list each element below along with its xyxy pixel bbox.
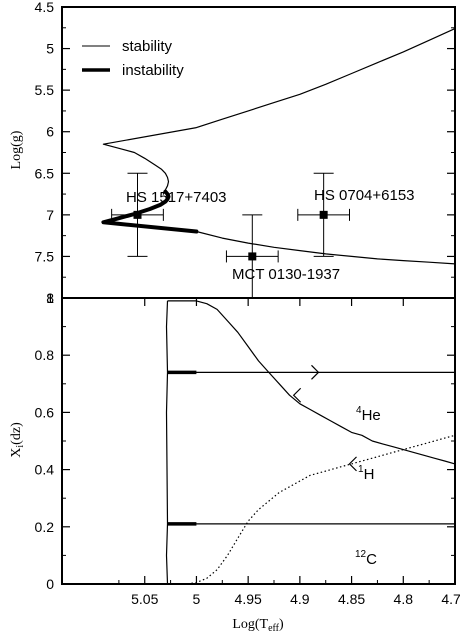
bottom-y-tick-label: 0.2	[35, 519, 55, 535]
top-y-tick-label: 8	[46, 290, 54, 306]
x-tick-label: 4.85	[338, 591, 365, 607]
top-y-tick-label: 7.5	[35, 248, 55, 264]
bottom-y-tick-label: 0	[46, 576, 54, 592]
x-tick-label: 4.95	[235, 591, 262, 607]
top-series-2-thick	[101, 189, 199, 234]
top-y-tick-label: 5.5	[35, 82, 55, 98]
bottom-y-tick-label: 0.4	[35, 462, 55, 478]
arrow-4he	[292, 387, 302, 403]
bottom-plot-frame	[61, 297, 456, 585]
top-y-axis: 4.5 5 5.5 6 6.5 7 7.5 8	[35, 0, 455, 306]
point-2-marker	[319, 210, 328, 219]
arrow-1h	[348, 456, 357, 472]
top-points-group	[111, 172, 351, 299]
annotation-1h: 1H	[358, 464, 374, 483]
legend-instability-label: instability	[122, 62, 184, 79]
bottom-y-axis-label: Xi(dz)	[9, 422, 26, 458]
x-tick-label: 5	[193, 591, 201, 607]
point-label-hs1517: HS 1517+7403	[126, 189, 227, 206]
x-tick-label: 4.8	[394, 591, 414, 607]
x-tick-label: 4.75	[441, 591, 460, 607]
bottom-y-tick-label: 1	[46, 290, 54, 306]
bottom-axes: 0 0.2 0.4 0.6 0.8 1 5.05 5 4.95 4.9 4.85 4.8 4.75	[35, 290, 460, 607]
top-y-axis-label: Log(g)	[9, 130, 24, 169]
annotation-4he: 4He	[356, 405, 381, 424]
annotation-12c: 12C	[355, 549, 377, 568]
bottom-series-group	[165, 300, 456, 585]
top-series-group	[101, 28, 456, 265]
top-series-1-thin	[195, 230, 456, 265]
bottom-series-left-edge	[165, 300, 169, 585]
point-0-marker	[133, 210, 142, 219]
point-label-hs0704: HS 0704+6153	[314, 187, 415, 204]
legend-stability-label: stability	[122, 38, 173, 55]
top-y-tick-label: 5	[46, 41, 54, 57]
arrow-he-level	[311, 364, 320, 380]
point-1-marker	[248, 252, 257, 261]
bottom-y-tick-label: 0.8	[35, 347, 55, 363]
top-series-0-thin	[102, 28, 456, 195]
top-plot-frame	[61, 6, 456, 299]
top-y-tick-label: 6.5	[35, 165, 55, 181]
bottom-y-tick-label: 0.6	[35, 404, 55, 420]
x-tick-label: 5.05	[131, 591, 158, 607]
top-y-tick-label: 6	[46, 124, 54, 140]
point-label-mct0130: MCT 0130-1937	[232, 266, 340, 283]
x-axis-label: Log(Teff)	[232, 617, 284, 634]
bottom-series-4He	[167, 300, 456, 465]
x-tick-label: 4.9	[290, 591, 310, 607]
top-y-tick-label: 4.5	[35, 0, 55, 15]
legend: stability instability	[82, 38, 184, 79]
bottom-series-1H	[167, 434, 456, 585]
top-y-tick-label: 7	[46, 207, 54, 223]
